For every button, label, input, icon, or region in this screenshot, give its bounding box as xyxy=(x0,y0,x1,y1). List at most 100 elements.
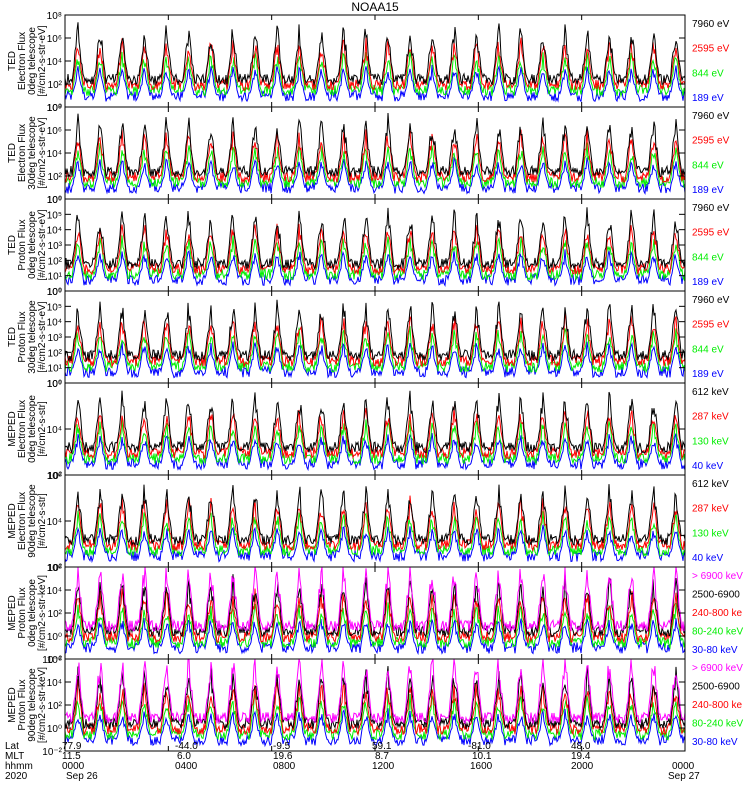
y-axis-label-line: Proton Flux xyxy=(17,679,28,730)
legend-entry: 40 keV xyxy=(692,553,723,564)
y-axis-label: TEDProton Flux30deg telescope[#/cm2-s-st… xyxy=(7,300,48,374)
y-axis-label-line: Electron Flux xyxy=(17,32,28,90)
y-axis-label-line: TED xyxy=(7,235,18,255)
y-axis-label-line: MEPED xyxy=(7,503,18,539)
panel-plot-area xyxy=(65,390,685,472)
legend-entry: 30-80 keV xyxy=(692,645,738,656)
panel-plot-area xyxy=(65,484,685,564)
panel-plot-area xyxy=(65,22,685,103)
mlt-row: MLT 11.5 6.0 19.6 8.7 10.1 19.4 xyxy=(0,751,750,762)
series-line-7960-ev xyxy=(65,299,685,363)
y-tick-label: 10⁴ xyxy=(47,57,62,68)
y-tick-label: 10² xyxy=(48,256,63,267)
hhmm-value: 0400 xyxy=(175,761,198,772)
legend-entry: 80-240 keV xyxy=(692,719,743,730)
lat-row: Lat 77.9 -44.0 -9.5 59.1 -81.0 48.0 xyxy=(0,741,750,752)
legend-entry: 844 eV xyxy=(692,252,724,263)
y-tick-label: 10² xyxy=(48,609,63,620)
mlt-value: 19.4 xyxy=(571,751,591,762)
series-line-189-ev xyxy=(65,249,685,288)
mlt-value: 19.6 xyxy=(273,751,293,762)
y-axis-label-line: MEPED xyxy=(7,595,18,631)
y-tick-label: 10⁵ xyxy=(47,302,62,313)
panel-4: 10⁰ 10¹ 10² 10³ 10⁴ 10⁵ 10⁶ TEDProton Flux30deg… xyxy=(7,287,730,390)
series-line-612-kev xyxy=(65,484,685,547)
series-line-189-ev xyxy=(65,341,685,379)
lat-value: -44.0 xyxy=(175,741,198,752)
y-tick-label: 10⁴ xyxy=(47,425,62,436)
lat-value: 59.1 xyxy=(372,741,392,752)
legend-entry: 80-240 keV xyxy=(692,627,743,638)
hhmm-value: 1200 xyxy=(372,761,395,772)
date-row: 2020 Sep 26 Sep 27 xyxy=(0,771,750,782)
y-tick-label: 10² xyxy=(48,172,63,183)
y-axis-label-line: 90deg telescope xyxy=(27,484,38,558)
y-axis-label: TEDElectron Flux30deg telescope[#/cm2-s-… xyxy=(7,116,48,190)
y-tick-label: 10⁶ xyxy=(47,34,62,45)
series-line-7960-ev xyxy=(65,207,685,271)
y-tick-label: 10² xyxy=(48,701,63,712)
y-tick-label: 10⁶ xyxy=(47,126,62,137)
y-axis-label-line: [#/cm2-s-str-keV] xyxy=(37,575,48,651)
hhmm-value: 1600 xyxy=(470,761,493,772)
y-axis-label-line: TED xyxy=(7,51,18,71)
hhmm-row: hhmm 0000 0400 0800 1200 1600 2000 0000 xyxy=(0,761,750,772)
legend-entry: 844 eV xyxy=(692,344,724,355)
series-line-612-kev xyxy=(65,390,685,455)
y-tick-label: 10² xyxy=(48,471,63,482)
y-tick-label: 10⁶ xyxy=(47,195,62,206)
y-axis-label-line: 90deg telescope xyxy=(27,668,38,742)
y-tick-label: 10² xyxy=(48,348,63,359)
panel-plot-area xyxy=(65,299,685,379)
y-tick-label: 10⁸ xyxy=(47,11,62,22)
legend-entry: > 6900 keV xyxy=(692,663,743,674)
y-axis-label-line: [#/cm2-s-str] xyxy=(37,401,48,457)
series-line-189-ev xyxy=(65,156,685,196)
y-axis-label-line: TED xyxy=(7,143,18,163)
y-axis-label-line: 30deg telescope xyxy=(27,300,38,374)
series-line-80-240-kev xyxy=(65,602,685,650)
lat-value: -9.5 xyxy=(273,741,291,752)
y-tick-label: 10⁰ xyxy=(47,724,62,735)
y-tick-label: 10⁴ xyxy=(47,517,62,528)
mlt-value: 8.7 xyxy=(375,751,389,762)
series-line-30-80-kev xyxy=(65,708,685,748)
y-tick-label: 10⁻² xyxy=(42,655,62,666)
y-axis-label-line: 0deg telescope xyxy=(27,579,38,647)
hhmm-value: 0000 xyxy=(62,761,85,772)
y-tick-label: 10³ xyxy=(48,333,63,344)
y-tick-label: 10³ xyxy=(48,241,63,252)
mlt-value: 6.0 xyxy=(177,751,191,762)
panel-3: 10⁰ 10¹ 10² 10³ 10⁴ 10⁵ 10⁶ TEDProton Flux0deg … xyxy=(7,195,730,298)
lat-value: 77.9 xyxy=(62,741,82,752)
y-tick-label: 10⁴ xyxy=(47,149,62,160)
legend-entry: 2500-6900 xyxy=(692,682,740,693)
mlt-value: 11.5 xyxy=(62,751,81,762)
y-tick-label: 10⁰ xyxy=(47,103,62,114)
y-axis-label: MEPEDElectron Flux90deg telescope[#/cm2-… xyxy=(7,484,48,558)
legend-entry: 612 keV xyxy=(692,387,729,398)
legend-entry: 30-80 keV xyxy=(692,737,738,748)
y-axis-label-line: 30deg telescope xyxy=(27,116,38,190)
legend-entry: 189 eV xyxy=(692,369,724,380)
series-line-7960-ev xyxy=(65,112,685,179)
legend-entry: 2595 eV xyxy=(692,320,730,331)
y-axis-label: TEDProton Flux0deg telescope[#/cm2-s-str… xyxy=(7,209,48,280)
y-tick-label: 10⁴ xyxy=(47,586,62,597)
panel-5: 10² 10⁴ 10⁶ MEPEDElectron Flux0deg telescop… xyxy=(7,379,729,482)
y-tick-label: 10⁴ xyxy=(47,226,62,237)
legend-entry: > 6900 keV xyxy=(692,571,743,582)
y-axis-label-line: Proton Flux xyxy=(17,311,28,362)
legend-entry: 40 keV xyxy=(692,461,723,472)
legend-entry: 240-800 ke xyxy=(692,700,742,711)
lat-label: Lat xyxy=(5,741,19,752)
legend-entry: 612 keV xyxy=(692,479,729,490)
lat-value: 48.0 xyxy=(571,741,591,752)
y-axis-label-line: Electron Flux xyxy=(17,492,28,550)
legend-entry: 287 keV xyxy=(692,412,729,423)
series-line-240-800-ke xyxy=(65,588,685,645)
y-tick-label: 10⁴ xyxy=(47,678,62,689)
y-tick-label: 10⁶ xyxy=(47,563,62,574)
panel-6: 10² 10⁴ 10⁶ MEPEDElectron Flux90deg telesco… xyxy=(7,471,729,574)
